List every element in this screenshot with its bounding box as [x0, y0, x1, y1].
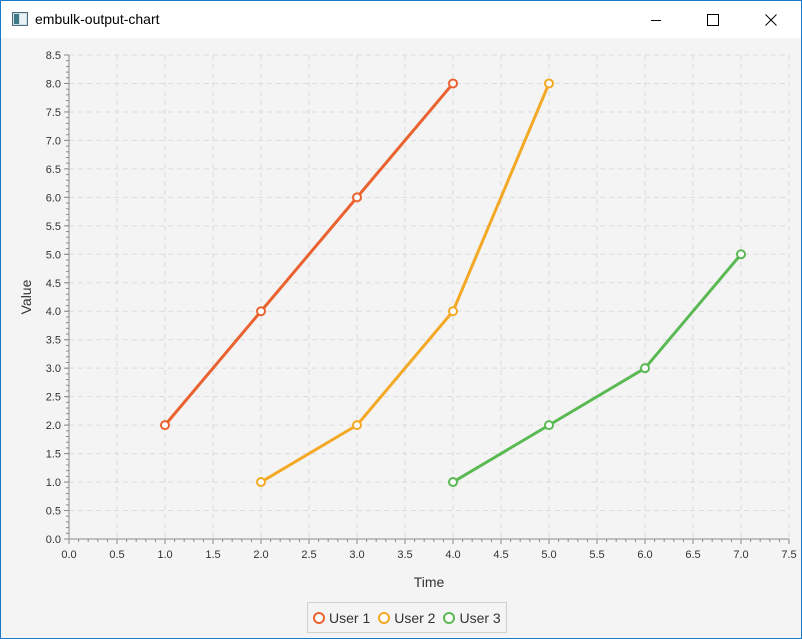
x-tick-label: 1.0 — [157, 549, 172, 561]
legend-item: User 2 — [378, 610, 435, 626]
line-chart: 0.0 0.5 1.0 1.5 2.0 2.5 3.0 3.5 4.0 4.5 5.0 5.5 6.0 6… — [18, 50, 797, 590]
y-tick-label: 5.5 — [46, 221, 61, 233]
chart-grid — [69, 54, 790, 539]
x-tick-label: 3.5 — [397, 549, 412, 561]
data-point — [160, 420, 170, 431]
data-point — [256, 477, 266, 488]
close-icon — [765, 13, 777, 26]
chart-axes: 0.0 0.5 1.0 1.5 2.0 2.5 3.0 3.5 4.0 4.5 5.0 5.5 6.0 6… — [46, 50, 797, 561]
series-line-1 — [163, 82, 455, 427]
app-icon — [12, 12, 28, 26]
legend-item: User 1 — [313, 610, 370, 626]
legend-item: User 3 — [443, 609, 501, 626]
x-tick-label: 4.0 — [445, 549, 460, 561]
series-line-3 — [452, 253, 743, 484]
close-button[interactable] — [748, 1, 794, 38]
y-tick-label: 2.0 — [46, 420, 61, 432]
data-point — [448, 477, 458, 488]
legend-marker-icon — [443, 611, 456, 624]
y-tick-label: 1.0 — [46, 477, 61, 489]
x-tick-label: 7.0 — [733, 549, 748, 561]
x-tick-label: 6.0 — [637, 549, 652, 561]
x-tick-label: 2.5 — [301, 549, 316, 561]
y-tick-label: 6.5 — [46, 164, 61, 176]
y-axis-label: Value — [18, 279, 34, 314]
x-tick-label: 0.5 — [109, 549, 124, 561]
x-tick-label: 5.5 — [589, 549, 604, 561]
data-point — [352, 192, 362, 203]
data-point — [448, 78, 458, 89]
chart-legend: User 1 User 2 User 3 — [307, 602, 507, 633]
chart-series — [160, 78, 746, 488]
y-tick-label: 6.0 — [46, 192, 61, 204]
data-point — [736, 249, 746, 260]
data-point — [256, 306, 266, 317]
y-tick-label: 7.0 — [46, 135, 61, 147]
x-tick-label: 1.5 — [205, 549, 220, 561]
x-tick-label: 4.5 — [493, 549, 508, 561]
minimize-icon — [651, 19, 661, 21]
legend-label: User 3 — [459, 609, 501, 626]
data-point — [640, 363, 650, 374]
x-tick-label: 7.5 — [781, 549, 796, 561]
maximize-icon — [707, 13, 719, 26]
legend-marker-icon — [378, 611, 391, 624]
x-tick-label: 0.0 — [61, 549, 76, 561]
legend-marker-icon — [313, 611, 325, 624]
y-tick-label: 0.0 — [46, 534, 61, 546]
data-point — [448, 306, 458, 317]
x-tick-label: 6.5 — [685, 549, 700, 561]
y-tick-label: 8.0 — [46, 78, 61, 90]
data-point — [544, 420, 554, 431]
window-title: embulk-output-chart — [35, 11, 160, 27]
y-tick-label: 7.5 — [46, 107, 61, 119]
series-line-2 — [260, 82, 551, 484]
x-tick-label: 2.0 — [253, 549, 268, 561]
title-bar[interactable]: embulk-output-chart — [1, 1, 801, 38]
y-tick-label: 4.5 — [46, 278, 61, 290]
legend-label: User 1 — [329, 609, 371, 626]
y-tick-label: 1.5 — [46, 449, 61, 461]
y-tick-label: 3.0 — [46, 363, 61, 375]
y-tick-label: 3.5 — [46, 335, 61, 347]
legend-label: User 2 — [394, 609, 436, 626]
maximize-button[interactable] — [690, 1, 736, 38]
y-tick-label: 2.5 — [46, 392, 61, 404]
y-tick-label: 4.0 — [46, 306, 61, 318]
minimize-button[interactable] — [633, 1, 679, 38]
y-tick-label: 5.0 — [46, 249, 61, 261]
y-tick-label: 0.5 — [46, 506, 61, 518]
x-tick-label: 3.0 — [349, 549, 364, 561]
y-tick-label: 8.5 — [46, 50, 61, 62]
x-tick-label: 5.0 — [541, 549, 556, 561]
data-point — [352, 420, 362, 431]
x-axis-label: Time — [414, 574, 445, 590]
data-point — [544, 78, 554, 89]
